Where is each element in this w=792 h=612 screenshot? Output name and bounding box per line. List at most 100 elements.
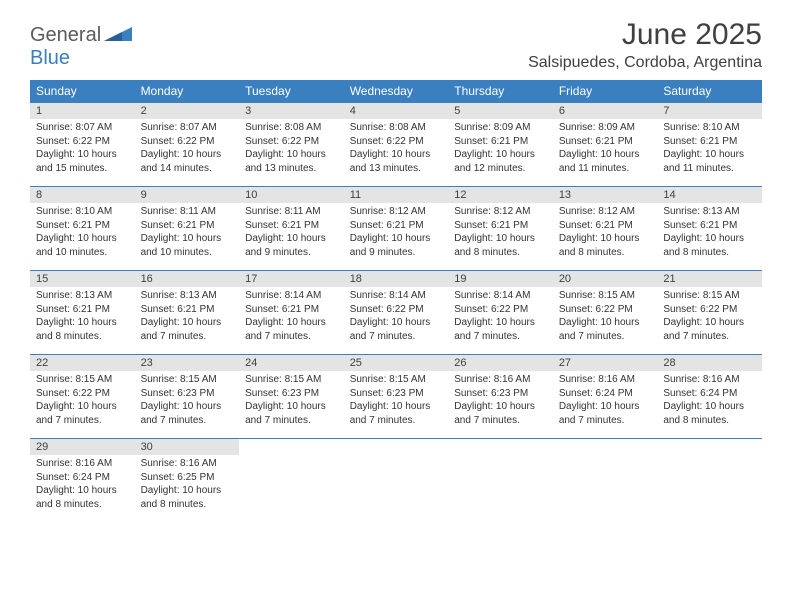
daylight-line: Daylight: 10 hours and 8 minutes. [36, 316, 129, 343]
day-body: Sunrise: 8:11 AMSunset: 6:21 PMDaylight:… [239, 203, 344, 263]
sunset-line: Sunset: 6:21 PM [141, 219, 234, 233]
sunset-line: Sunset: 6:24 PM [36, 471, 129, 485]
calendar-cell: 5Sunrise: 8:09 AMSunset: 6:21 PMDaylight… [448, 103, 553, 187]
day-body: Sunrise: 8:12 AMSunset: 6:21 PMDaylight:… [344, 203, 449, 263]
day-body: Sunrise: 8:12 AMSunset: 6:21 PMDaylight:… [553, 203, 658, 263]
daylight-line: Daylight: 10 hours and 9 minutes. [245, 232, 338, 259]
sunset-line: Sunset: 6:24 PM [559, 387, 652, 401]
sunrise-line: Sunrise: 8:07 AM [141, 121, 234, 135]
day-body: Sunrise: 8:13 AMSunset: 6:21 PMDaylight:… [135, 287, 240, 347]
sunset-line: Sunset: 6:21 PM [663, 135, 756, 149]
sunrise-line: Sunrise: 8:08 AM [245, 121, 338, 135]
weekday-header: Thursday [448, 80, 553, 103]
weekday-header: Monday [135, 80, 240, 103]
day-number: 17 [239, 271, 344, 287]
day-body: Sunrise: 8:09 AMSunset: 6:21 PMDaylight:… [448, 119, 553, 179]
daylight-line: Daylight: 10 hours and 8 minutes. [663, 400, 756, 427]
weekday-header: Tuesday [239, 80, 344, 103]
day-number: 15 [30, 271, 135, 287]
sunset-line: Sunset: 6:21 PM [245, 219, 338, 233]
calendar-cell: 24Sunrise: 8:15 AMSunset: 6:23 PMDayligh… [239, 355, 344, 439]
calendar-cell: 26Sunrise: 8:16 AMSunset: 6:23 PMDayligh… [448, 355, 553, 439]
calendar-cell: 15Sunrise: 8:13 AMSunset: 6:21 PMDayligh… [30, 271, 135, 355]
daylight-line: Daylight: 10 hours and 13 minutes. [350, 148, 443, 175]
day-number: 8 [30, 187, 135, 203]
logo: General Blue [30, 18, 132, 70]
sunset-line: Sunset: 6:22 PM [141, 135, 234, 149]
daylight-line: Daylight: 10 hours and 9 minutes. [350, 232, 443, 259]
calendar-cell: 25Sunrise: 8:15 AMSunset: 6:23 PMDayligh… [344, 355, 449, 439]
sunrise-line: Sunrise: 8:15 AM [36, 373, 129, 387]
calendar-cell: 21Sunrise: 8:15 AMSunset: 6:22 PMDayligh… [657, 271, 762, 355]
sunset-line: Sunset: 6:22 PM [36, 135, 129, 149]
calendar-cell: 12Sunrise: 8:12 AMSunset: 6:21 PMDayligh… [448, 187, 553, 271]
sunset-line: Sunset: 6:21 PM [454, 219, 547, 233]
day-body: Sunrise: 8:13 AMSunset: 6:21 PMDaylight:… [657, 203, 762, 263]
calendar-cell: 10Sunrise: 8:11 AMSunset: 6:21 PMDayligh… [239, 187, 344, 271]
day-body: Sunrise: 8:14 AMSunset: 6:22 PMDaylight:… [448, 287, 553, 347]
calendar-cell: 4Sunrise: 8:08 AMSunset: 6:22 PMDaylight… [344, 103, 449, 187]
daylight-line: Daylight: 10 hours and 7 minutes. [245, 400, 338, 427]
sunset-line: Sunset: 6:22 PM [350, 135, 443, 149]
calendar-cell: 7Sunrise: 8:10 AMSunset: 6:21 PMDaylight… [657, 103, 762, 187]
sunrise-line: Sunrise: 8:15 AM [559, 289, 652, 303]
calendar-cell: 19Sunrise: 8:14 AMSunset: 6:22 PMDayligh… [448, 271, 553, 355]
sunset-line: Sunset: 6:22 PM [350, 303, 443, 317]
calendar-cell: 22Sunrise: 8:15 AMSunset: 6:22 PMDayligh… [30, 355, 135, 439]
daylight-line: Daylight: 10 hours and 8 minutes. [559, 232, 652, 259]
day-number: 26 [448, 355, 553, 371]
sunset-line: Sunset: 6:21 PM [559, 219, 652, 233]
daylight-line: Daylight: 10 hours and 8 minutes. [663, 232, 756, 259]
sunset-line: Sunset: 6:23 PM [245, 387, 338, 401]
day-number: 1 [30, 103, 135, 119]
day-number: 7 [657, 103, 762, 119]
calendar-cell: 17Sunrise: 8:14 AMSunset: 6:21 PMDayligh… [239, 271, 344, 355]
calendar-cell: 29Sunrise: 8:16 AMSunset: 6:24 PMDayligh… [30, 439, 135, 523]
sunrise-line: Sunrise: 8:07 AM [36, 121, 129, 135]
day-number: 20 [553, 271, 658, 287]
day-body: Sunrise: 8:15 AMSunset: 6:22 PMDaylight:… [553, 287, 658, 347]
day-number: 30 [135, 439, 240, 455]
sunrise-line: Sunrise: 8:13 AM [663, 205, 756, 219]
daylight-line: Daylight: 10 hours and 7 minutes. [454, 400, 547, 427]
sunrise-line: Sunrise: 8:13 AM [36, 289, 129, 303]
sunset-line: Sunset: 6:22 PM [663, 303, 756, 317]
day-number: 2 [135, 103, 240, 119]
sunrise-line: Sunrise: 8:12 AM [559, 205, 652, 219]
sunset-line: Sunset: 6:21 PM [454, 135, 547, 149]
calendar-cell: 18Sunrise: 8:14 AMSunset: 6:22 PMDayligh… [344, 271, 449, 355]
day-body: Sunrise: 8:15 AMSunset: 6:23 PMDaylight:… [239, 371, 344, 431]
calendar-cell: 2Sunrise: 8:07 AMSunset: 6:22 PMDaylight… [135, 103, 240, 187]
calendar-cell: 8Sunrise: 8:10 AMSunset: 6:21 PMDaylight… [30, 187, 135, 271]
daylight-line: Daylight: 10 hours and 8 minutes. [141, 484, 234, 511]
sunrise-line: Sunrise: 8:12 AM [350, 205, 443, 219]
sunrise-line: Sunrise: 8:15 AM [141, 373, 234, 387]
daylight-line: Daylight: 10 hours and 8 minutes. [36, 484, 129, 511]
page-subtitle: Salsipuedes, Cordoba, Argentina [528, 54, 762, 72]
sunset-line: Sunset: 6:21 PM [559, 135, 652, 149]
daylight-line: Daylight: 10 hours and 15 minutes. [36, 148, 129, 175]
day-body: Sunrise: 8:08 AMSunset: 6:22 PMDaylight:… [239, 119, 344, 179]
calendar-cell [344, 439, 449, 523]
sunrise-line: Sunrise: 8:16 AM [454, 373, 547, 387]
daylight-line: Daylight: 10 hours and 7 minutes. [350, 400, 443, 427]
daylight-line: Daylight: 10 hours and 11 minutes. [559, 148, 652, 175]
day-number: 19 [448, 271, 553, 287]
day-body: Sunrise: 8:15 AMSunset: 6:23 PMDaylight:… [344, 371, 449, 431]
sunset-line: Sunset: 6:22 PM [454, 303, 547, 317]
day-body: Sunrise: 8:15 AMSunset: 6:22 PMDaylight:… [30, 371, 135, 431]
sunrise-line: Sunrise: 8:14 AM [454, 289, 547, 303]
sunset-line: Sunset: 6:23 PM [141, 387, 234, 401]
daylight-line: Daylight: 10 hours and 7 minutes. [141, 316, 234, 343]
day-number: 29 [30, 439, 135, 455]
day-number: 10 [239, 187, 344, 203]
day-number: 13 [553, 187, 658, 203]
calendar-cell: 13Sunrise: 8:12 AMSunset: 6:21 PMDayligh… [553, 187, 658, 271]
sunset-line: Sunset: 6:22 PM [559, 303, 652, 317]
daylight-line: Daylight: 10 hours and 11 minutes. [663, 148, 756, 175]
day-number: 9 [135, 187, 240, 203]
sunset-line: Sunset: 6:24 PM [663, 387, 756, 401]
sunrise-line: Sunrise: 8:15 AM [663, 289, 756, 303]
calendar-cell: 16Sunrise: 8:13 AMSunset: 6:21 PMDayligh… [135, 271, 240, 355]
sunset-line: Sunset: 6:25 PM [141, 471, 234, 485]
